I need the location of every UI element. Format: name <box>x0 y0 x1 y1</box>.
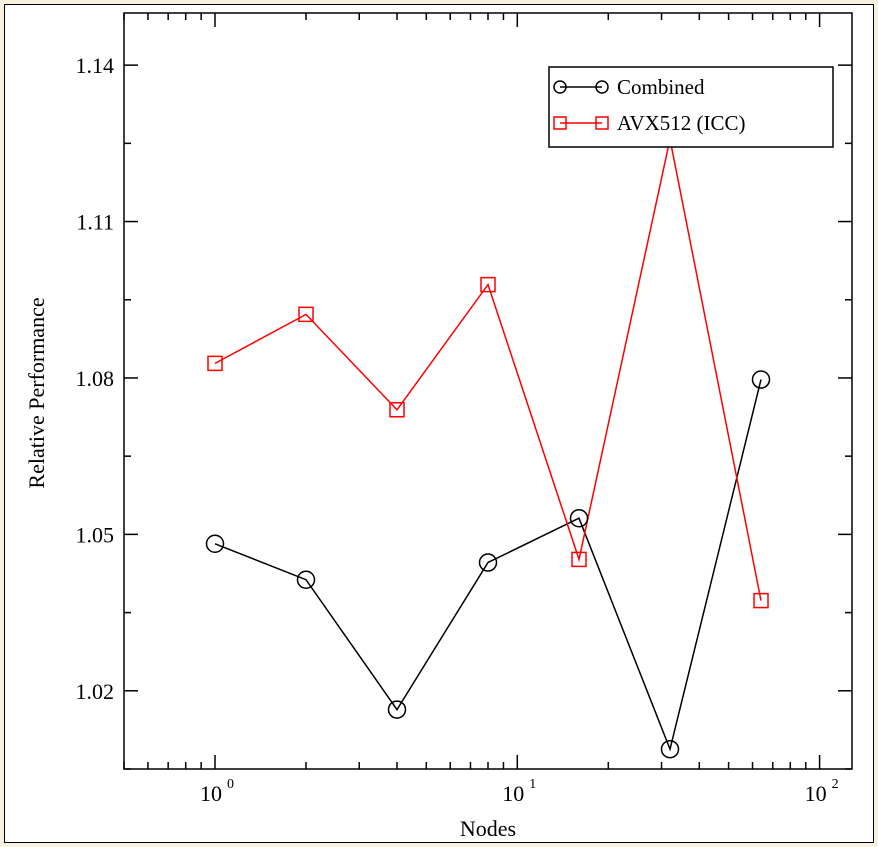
data-point-combined <box>205 534 225 554</box>
data-point-combined <box>296 570 316 589</box>
legend: Combined AVX512 (ICC) <box>548 66 834 148</box>
legend-marker-avx512 <box>553 116 567 130</box>
data-point-avx512 <box>571 551 587 568</box>
x-axis-title: Nodes <box>460 816 516 841</box>
data-point-avx512 <box>480 276 496 293</box>
data-point-combined <box>569 508 589 528</box>
data-point-combined <box>751 370 771 389</box>
x-tick-label: 10 <box>502 781 524 806</box>
x-tick-label: 10 <box>200 781 222 806</box>
series-line-combined <box>214 379 762 752</box>
data-point-combined <box>660 739 680 759</box>
legend-label-combined: Combined <box>617 75 705 99</box>
x-tick-label-exponent: 0 <box>227 777 234 792</box>
legend-marker-combined <box>595 80 609 94</box>
legend-box <box>548 66 834 148</box>
data-point-avx512 <box>753 592 769 609</box>
y-axis-title: Relative Performance <box>24 297 49 488</box>
data-point-avx512 <box>207 355 223 372</box>
chart-frame: 1.02 1.05 1.08 1.11 1.14 10 0 10 1 10 2 Nodes Rela… <box>4 4 874 843</box>
data-point-avx512 <box>298 306 314 323</box>
y-tick-label: 1.14 <box>76 53 115 78</box>
axis-ticks: 1.02 1.05 1.08 1.11 1.14 10 0 10 1 10 2 <box>76 13 852 806</box>
data-point-combined <box>387 700 407 719</box>
x-tick-label-exponent: 2 <box>832 777 839 792</box>
data-point-combined <box>478 553 498 572</box>
x-tick-label-exponent: 1 <box>529 777 536 792</box>
y-tick-label: 1.05 <box>76 522 115 547</box>
y-tick-label: 1.08 <box>76 366 115 391</box>
data-point-avx512 <box>389 402 405 418</box>
legend-marker-combined <box>553 80 567 94</box>
line-chart: 1.02 1.05 1.08 1.11 1.14 10 0 10 1 10 2 Nodes Rela… <box>24 12 853 841</box>
x-tick-label: 10 <box>805 781 827 806</box>
legend-marker-avx512 <box>595 116 609 130</box>
y-tick-label: 1.11 <box>76 210 114 235</box>
y-tick-label: 1.02 <box>76 679 115 704</box>
legend-label-avx512: AVX512 (ICC) <box>617 111 746 135</box>
